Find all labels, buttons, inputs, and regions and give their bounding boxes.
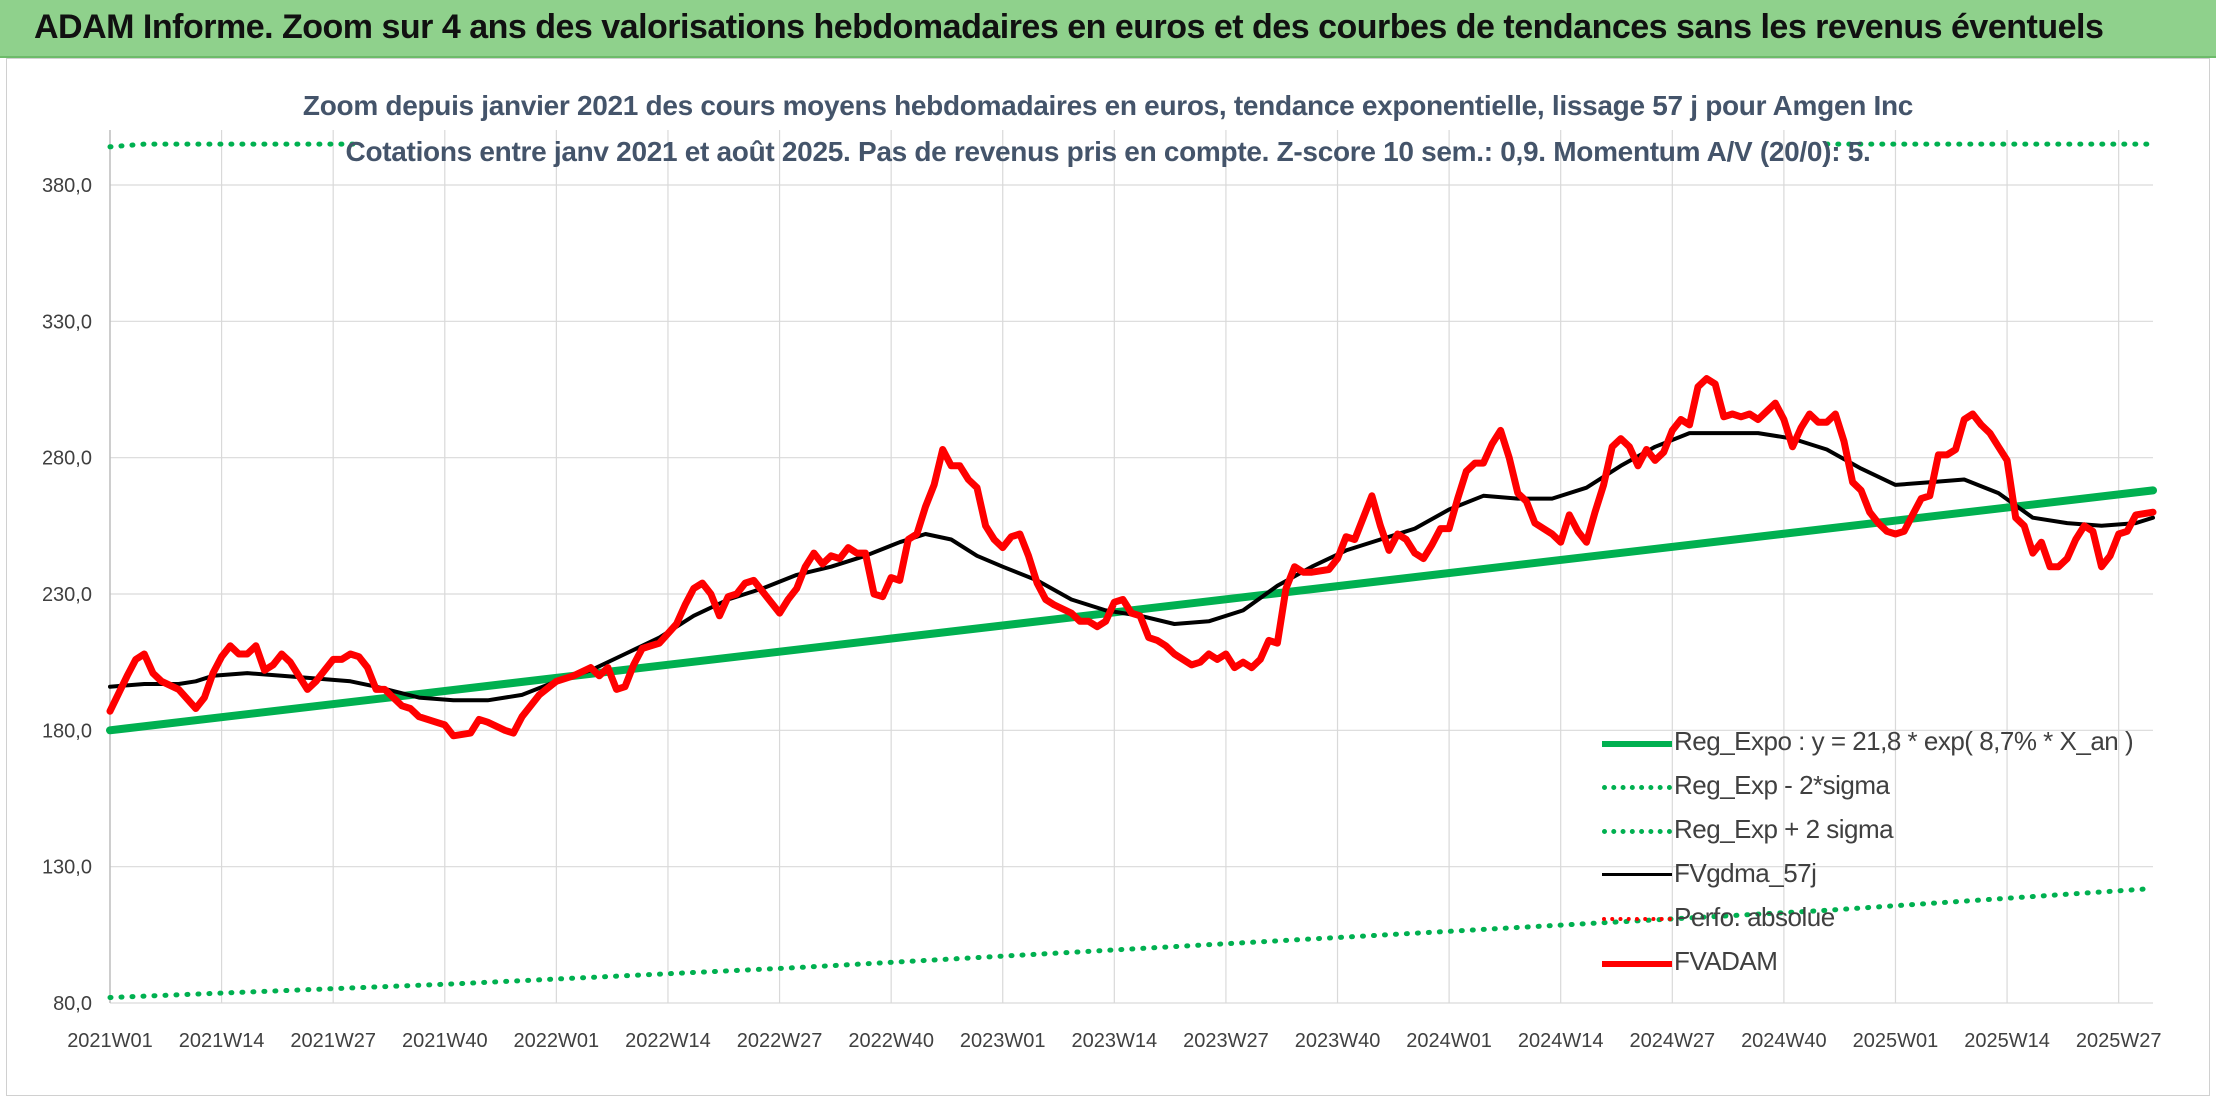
- chart-subtitle: Cotations entre janv 2021 et août 2025. …: [345, 136, 1871, 167]
- x-tick-label: 2022W01: [514, 1030, 600, 1052]
- x-tick-label: 2024W01: [1406, 1030, 1492, 1052]
- legend-swatch: [1602, 741, 1672, 747]
- legend-swatch: [1602, 829, 1672, 834]
- x-tick-label: 2025W14: [1964, 1030, 2050, 1052]
- x-tick-label: 2023W40: [1295, 1030, 1381, 1052]
- x-tick-label: 2024W14: [1518, 1030, 1604, 1052]
- x-tick-label: 2022W27: [737, 1030, 823, 1052]
- series-lines: [106, 141, 2157, 1000]
- legend-reg-expo: Reg_Expo : y = 21,8 * exp( 8,7% * X_an ): [1600, 720, 2134, 764]
- fvgdma-57j-line: [108, 431, 2155, 703]
- legend-swatch: [1602, 917, 1672, 921]
- x-tick-label: 2021W01: [67, 1030, 153, 1052]
- y-tick-label: 230,0: [42, 584, 92, 606]
- fvadam-line: [106, 375, 2157, 740]
- x-tick-label: 2025W27: [2076, 1030, 2162, 1052]
- reg-exp-minus-2sigma-line: [107, 886, 2156, 1000]
- x-tick-label: 2021W27: [290, 1030, 376, 1052]
- x-tick-label: 2024W27: [1629, 1030, 1715, 1052]
- legend-swatch: [1602, 785, 1672, 790]
- legend-label: FVgdma_57j: [1674, 858, 1817, 888]
- grid-lines: [109, 130, 2153, 1004]
- legend-label: Reg_Exp + 2 sigma: [1674, 814, 1894, 844]
- y-tick-label: 130,0: [42, 857, 92, 879]
- legend-reg-exp-minus: Reg_Exp - 2*sigma: [1600, 764, 2120, 808]
- legend-label: FVADAM: [1674, 946, 1778, 976]
- y-tick-label: 330,0: [42, 311, 92, 333]
- x-tick-label: 2023W01: [960, 1030, 1046, 1052]
- x-tick-label: 2023W27: [1183, 1030, 1269, 1052]
- y-tick-label: 80,0: [53, 993, 92, 1015]
- legend-label: Perfo. absolue: [1674, 902, 1835, 932]
- x-tick-label: 2021W14: [179, 1030, 265, 1052]
- legend-label: Reg_Exp - 2*sigma: [1674, 770, 1890, 800]
- chart-legend: Reg_Expo : y = 21,8 * exp( 8,7% * X_an )…: [1600, 720, 2134, 984]
- legend-perfo: Perfo. absolue: [1600, 896, 2120, 940]
- legend-label: Reg_Expo : y = 21,8 * exp( 8,7% * X_an ): [1674, 726, 2134, 756]
- y-tick-label: 180,0: [42, 720, 92, 742]
- axis-labels: 80,0 130,0 180,0 230,0 280,0 330,0 380,0 2021W0…: [42, 175, 2162, 1052]
- legend-swatch: [1602, 873, 1672, 876]
- chart-frame: [6, 58, 2210, 1096]
- y-tick-label: 380,0: [42, 175, 92, 197]
- chart-title: Zoom depuis janvier 2021 des cours moyen…: [302, 90, 1914, 121]
- legend-swatch: [1602, 961, 1672, 967]
- title-banner: ADAM Informe. Zoom sur 4 ans des valoris…: [0, 0, 2216, 58]
- reg-exp-plus-2sigma-line: [107, 141, 362, 150]
- x-tick-label: 2021W40: [402, 1030, 488, 1052]
- page-title: ADAM Informe. Zoom sur 4 ans des valoris…: [34, 8, 2104, 46]
- x-tick-label: 2024W40: [1741, 1030, 1827, 1052]
- legend-reg-exp-plus: Reg_Exp + 2 sigma: [1600, 808, 2120, 852]
- x-tick-label: 2023W14: [1072, 1030, 1158, 1052]
- x-tick-label: 2022W40: [848, 1030, 934, 1052]
- legend-fvadam: FVADAM: [1600, 940, 2120, 984]
- x-tick-label: 2025W01: [1853, 1030, 1939, 1052]
- y-tick-label: 280,0: [42, 448, 92, 470]
- x-tick-label: 2022W14: [625, 1030, 711, 1052]
- legend-fvgdma: FVgdma_57j: [1600, 852, 2120, 896]
